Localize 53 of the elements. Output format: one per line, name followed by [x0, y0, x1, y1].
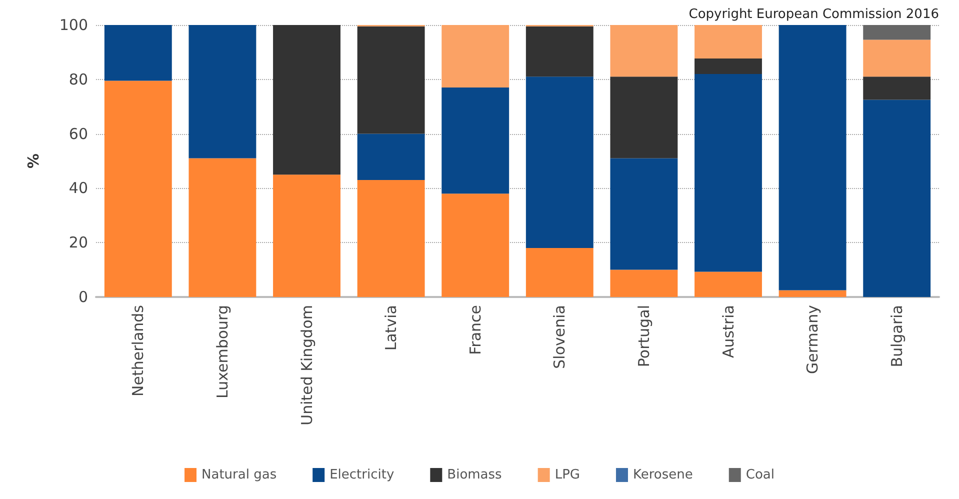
bar — [273, 25, 340, 175]
x-tick-label: Bulgaria — [888, 305, 906, 368]
y-tick-label: 80 — [68, 70, 88, 88]
y-tick-label: 0 — [78, 288, 88, 306]
bar — [863, 76, 931, 100]
y-tick-label: 40 — [68, 179, 88, 198]
x-tick-label: Luxembourg — [213, 305, 232, 398]
bar — [442, 25, 510, 88]
x-tick-label: Germany — [804, 304, 822, 374]
legend-label: Kerosene — [632, 468, 693, 482]
x-tick-label: United Kingdom — [298, 305, 316, 426]
bar — [778, 25, 846, 290]
bar — [863, 40, 931, 77]
legend-label: Coal — [746, 468, 774, 482]
bar — [188, 158, 256, 297]
x-tick-label: Austria — [719, 305, 738, 358]
y-tick-label: 100 — [59, 16, 88, 34]
bar — [188, 25, 256, 158]
bar — [610, 76, 678, 158]
text: Copyright European Commission 2016 — [688, 7, 940, 22]
bar — [694, 272, 762, 297]
bar — [610, 270, 678, 297]
bar — [104, 25, 172, 81]
legend-label: Natural gas — [202, 468, 277, 482]
x-tick-label: Portugal — [634, 305, 653, 368]
bar — [273, 174, 340, 297]
bar — [863, 100, 931, 297]
bar — [610, 25, 678, 77]
x-tick-label: Latvia — [382, 305, 400, 351]
bar — [694, 25, 762, 58]
legend-label: Biomass — [447, 468, 502, 482]
bar — [694, 58, 762, 74]
legend-label: Electricity — [330, 468, 394, 482]
y-tick-label: 60 — [68, 124, 88, 143]
bar — [357, 134, 425, 180]
bar — [526, 76, 594, 248]
y-axis-title: % — [24, 153, 42, 169]
bar — [104, 80, 172, 297]
bar — [357, 180, 425, 297]
bar — [442, 88, 510, 194]
legend-label: LPG — [554, 468, 580, 482]
bar — [778, 290, 846, 297]
x-tick-label: France — [466, 305, 484, 355]
bar — [863, 25, 931, 40]
x-tick-label: Slovenia — [550, 305, 569, 369]
x-tick-label: Netherlands — [129, 304, 148, 396]
bar — [610, 158, 678, 270]
bar — [526, 26, 594, 77]
bar — [694, 74, 762, 272]
bar — [526, 248, 594, 297]
bar — [357, 26, 425, 134]
y-tick-label: 20 — [68, 234, 88, 252]
bar — [442, 194, 510, 297]
